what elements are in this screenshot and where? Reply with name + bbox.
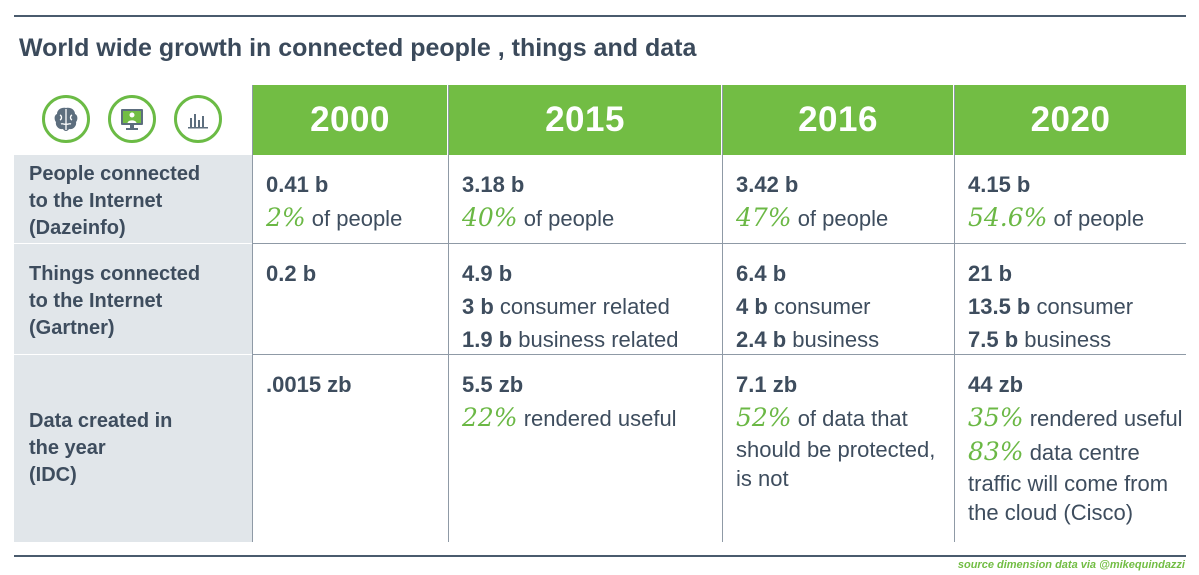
pct-text: rendered useful <box>517 406 677 431</box>
row-label-line: the year <box>29 437 106 459</box>
sub-value: 3 b <box>462 294 494 319</box>
sub-value: 4 b <box>736 294 768 319</box>
pct-value: 83% <box>968 437 1024 466</box>
cell-value: 5.5 zb <box>462 372 524 397</box>
pct-value: 35% <box>968 403 1024 432</box>
detail-line: is not <box>736 466 789 491</box>
sub-value: 1.9 b <box>462 327 513 352</box>
row-label-divider <box>14 354 252 355</box>
cell-data-2000: .0015 zb <box>253 355 447 542</box>
row-label-people: People connected to the Internet (Dazein… <box>14 155 252 243</box>
top-rule <box>14 15 1186 17</box>
pct-text: of people <box>791 206 889 231</box>
year-header-2000: 2000 <box>253 85 447 155</box>
cell-people-2015: 3.18 b 40% of people <box>449 155 721 243</box>
source-credit: source dimension data via @mikequindazzi <box>957 559 1185 571</box>
sub-text: business related <box>512 327 679 352</box>
sub-text: consumer related <box>493 294 670 319</box>
cell-value: 6.4 b <box>736 261 787 286</box>
row-label-line: to the Internet <box>29 190 163 212</box>
brain-icon <box>42 95 90 143</box>
bar-chart-icon <box>174 95 222 143</box>
cell-people-2020: 4.15 b 54.6% of people <box>955 155 1186 243</box>
sub-value: 7.5 b <box>968 327 1019 352</box>
pct-text: data centre <box>1023 440 1140 465</box>
sub-value: 2.4 b <box>736 327 787 352</box>
row-label-line: (Dazeinfo) <box>29 217 126 239</box>
cell-things-2000: 0.2 b <box>253 244 447 354</box>
pct-text: of people <box>305 206 403 231</box>
detail-line: should be protected, <box>736 437 936 462</box>
row-divider <box>252 243 1186 244</box>
pct-text: rendered useful <box>1023 406 1183 431</box>
pct-value: 40% <box>462 203 518 232</box>
sub-text: consumer <box>1030 294 1134 319</box>
cell-value: 0.2 b <box>266 261 317 286</box>
cell-value: 44 zb <box>968 372 1024 397</box>
cell-data-2016: 7.1 zb 52% of data that should be protec… <box>723 355 953 542</box>
icon-strip <box>14 85 250 155</box>
row-divider <box>252 354 1186 355</box>
column-divider <box>448 85 449 542</box>
row-label-line: People connected <box>29 163 201 185</box>
cell-value: 0.41 b <box>266 172 329 197</box>
row-label-data: Data created in the year (IDC) <box>14 355 252 542</box>
cell-data-2020: 44 zb 35% rendered useful 83% data centr… <box>955 355 1186 542</box>
cell-value: 7.1 zb <box>736 372 798 397</box>
column-divider <box>954 85 955 542</box>
detail-line: traffic will come from <box>968 471 1169 496</box>
cell-value: 4.15 b <box>968 172 1031 197</box>
pct-value: 54.6% <box>968 203 1048 232</box>
detail-line: the cloud (Cisco) <box>968 500 1134 525</box>
pct-text: of data that <box>791 406 908 431</box>
row-label-line: (Gartner) <box>29 317 115 339</box>
column-divider <box>722 85 723 542</box>
year-header-2020: 2020 <box>955 85 1186 155</box>
sub-text: consumer <box>767 294 871 319</box>
row-label-things: Things connected to the Internet (Gartne… <box>14 244 252 354</box>
cell-people-2000: 0.41 b 2% of people <box>253 155 447 243</box>
pct-text: of people <box>517 206 615 231</box>
cell-value: .0015 zb <box>266 372 352 397</box>
cell-things-2015: 4.9 b 3 b consumer related 1.9 b busines… <box>449 244 721 354</box>
growth-table: 2000 2015 2016 2020 People connected to … <box>14 85 1186 542</box>
pct-value: 52% <box>736 403 792 432</box>
cell-value: 3.18 b <box>462 172 525 197</box>
row-label-line: to the Internet <box>29 290 163 312</box>
cell-value: 4.9 b <box>462 261 513 286</box>
cell-people-2016: 3.42 b 47% of people <box>723 155 953 243</box>
cell-data-2015: 5.5 zb 22% rendered useful <box>449 355 721 542</box>
year-header-2015: 2015 <box>449 85 721 155</box>
sub-text: business <box>786 327 880 352</box>
year-header-2016: 2016 <box>723 85 953 155</box>
cell-value: 3.42 b <box>736 172 799 197</box>
bottom-rule <box>14 555 1186 557</box>
cell-things-2020: 21 b 13.5 b consumer 7.5 b business <box>955 244 1186 354</box>
pct-value: 2% <box>266 203 306 232</box>
pct-text: of people <box>1047 206 1145 231</box>
cell-things-2016: 6.4 b 4 b consumer 2.4 b business <box>723 244 953 354</box>
page-title: World wide growth in connected people , … <box>19 34 697 62</box>
sub-text: business <box>1018 327 1112 352</box>
pct-value: 47% <box>736 203 792 232</box>
row-label-divider <box>14 243 252 244</box>
column-divider <box>252 85 253 542</box>
pct-value: 22% <box>462 403 518 432</box>
row-label-line: Data created in <box>29 410 173 432</box>
cell-value: 21 b <box>968 261 1013 286</box>
monitor-person-icon <box>108 95 156 143</box>
sub-value: 13.5 b <box>968 294 1031 319</box>
row-label-line: Things connected <box>29 263 201 285</box>
row-label-line: (IDC) <box>29 464 77 486</box>
